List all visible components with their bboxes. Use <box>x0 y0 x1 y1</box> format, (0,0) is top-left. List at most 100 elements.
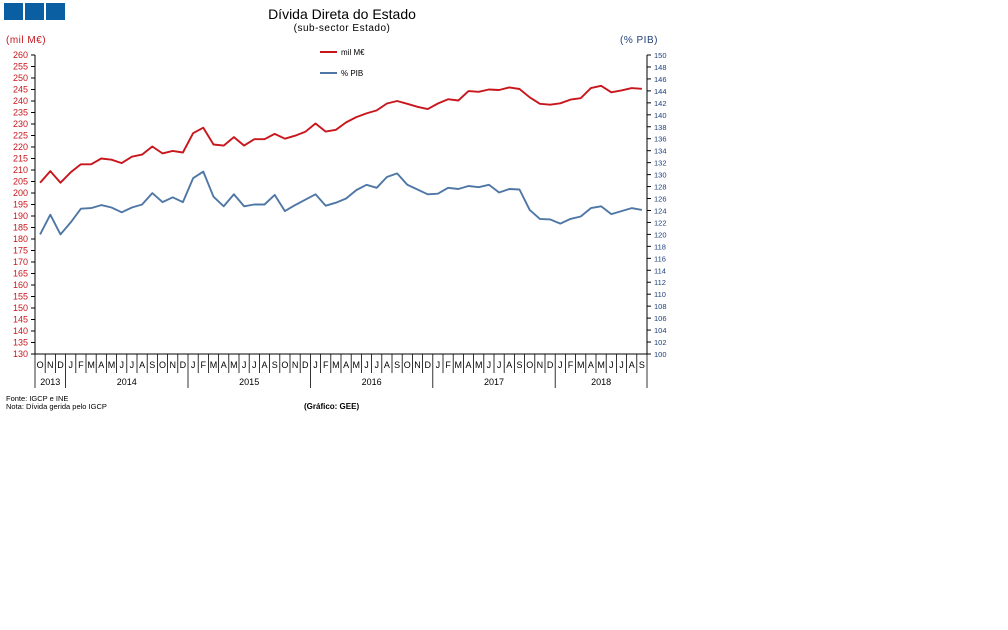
footnotes: Fonte: IGCP e INE Nota: Dívida gerida pe… <box>6 395 107 411</box>
month-label: J <box>619 360 624 370</box>
right-tick-label: 116 <box>654 254 666 263</box>
month-label: D <box>180 360 187 370</box>
left-tick-label: 200 <box>13 188 28 198</box>
month-label: J <box>242 360 247 370</box>
month-label: F <box>445 360 451 370</box>
right-tick-label: 118 <box>654 242 666 251</box>
right-tick-label: 144 <box>654 87 667 96</box>
toolbar-button-3[interactable] <box>46 3 65 20</box>
right-tick-label: 150 <box>654 51 667 60</box>
month-label: S <box>272 360 278 370</box>
left-tick-label: 185 <box>13 223 28 233</box>
month-label: A <box>506 360 512 370</box>
left-tick-label: 175 <box>13 246 28 256</box>
right-tick-label: 102 <box>654 338 667 347</box>
left-tick-label: 255 <box>13 62 28 72</box>
month-label: J <box>313 360 318 370</box>
right-tick-label: 100 <box>654 350 667 359</box>
month-label: F <box>78 360 84 370</box>
left-tick-label: 260 <box>13 50 28 60</box>
month-label: D <box>302 360 309 370</box>
right-tick-label: 126 <box>654 195 667 204</box>
left-axis-unit: (mil M€) <box>6 35 47 46</box>
month-label: J <box>374 360 379 370</box>
right-tick-label: 132 <box>654 159 667 168</box>
month-label: F <box>201 360 207 370</box>
month-label: M <box>475 360 483 370</box>
month-label: M <box>230 360 238 370</box>
left-tick-label: 235 <box>13 108 28 118</box>
toolbar-button-2[interactable] <box>25 3 44 20</box>
left-tick-label: 160 <box>13 280 28 290</box>
month-label: M <box>577 360 585 370</box>
chart-title: Dívida Direta do Estado <box>268 6 416 22</box>
left-tick-label: 215 <box>13 154 28 164</box>
month-label: A <box>465 360 471 370</box>
year-label: 2018 <box>591 377 611 387</box>
right-tick-label: 138 <box>654 123 667 132</box>
right-tick-label: 148 <box>654 63 667 72</box>
month-label: D <box>547 360 554 370</box>
toolbar-button-1[interactable] <box>4 3 23 20</box>
month-label: M <box>210 360 218 370</box>
month-label: A <box>343 360 349 370</box>
month-label: O <box>159 360 166 370</box>
right-tick-label: 108 <box>654 302 667 311</box>
month-label: A <box>629 360 635 370</box>
month-label: D <box>424 360 431 370</box>
chart-credit: (Gráfico: GEE) <box>304 402 360 411</box>
left-tick-label: 245 <box>13 85 28 95</box>
month-label: M <box>108 360 116 370</box>
right-tick-label: 106 <box>654 314 667 323</box>
legend-label: % PIB <box>341 69 363 78</box>
month-label: S <box>639 360 645 370</box>
right-tick-label: 142 <box>654 99 667 108</box>
month-label: M <box>332 360 340 370</box>
month-label: M <box>87 360 95 370</box>
right-tick-label: 122 <box>654 218 667 227</box>
right-tick-label: 114 <box>654 266 666 275</box>
series-line-mil-meur <box>39 84 642 184</box>
left-tick-label: 150 <box>13 303 28 313</box>
month-label: N <box>47 360 54 370</box>
month-label: J <box>119 360 124 370</box>
month-label: A <box>139 360 145 370</box>
right-tick-label: 130 <box>654 171 667 180</box>
month-label: A <box>384 360 390 370</box>
month-label: O <box>37 360 44 370</box>
left-tick-label: 210 <box>13 165 28 175</box>
month-label: O <box>526 360 533 370</box>
month-label: F <box>323 360 329 370</box>
left-tick-label: 135 <box>13 338 28 348</box>
month-label: M <box>353 360 361 370</box>
month-label: N <box>537 360 544 370</box>
left-tick-label: 240 <box>13 96 28 106</box>
month-label: S <box>394 360 400 370</box>
month-label: J <box>497 360 502 370</box>
month-label: J <box>558 360 563 370</box>
right-axis-unit: (% PIB) <box>620 35 658 46</box>
month-label: A <box>221 360 227 370</box>
left-tick-label: 155 <box>13 292 28 302</box>
right-tick-label: 146 <box>654 75 667 84</box>
month-label: J <box>364 360 369 370</box>
month-label: M <box>455 360 463 370</box>
left-tick-label: 165 <box>13 269 28 279</box>
left-tick-label: 205 <box>13 177 28 187</box>
legend-label: mil M€ <box>341 48 365 57</box>
month-label: S <box>149 360 155 370</box>
series-line-pct-pib <box>39 170 643 236</box>
month-label: A <box>98 360 104 370</box>
month-label: J <box>436 360 441 370</box>
month-label: N <box>169 360 176 370</box>
month-label: D <box>57 360 64 370</box>
right-tick-label: 104 <box>654 326 667 335</box>
year-label: 2017 <box>484 377 504 387</box>
chart-subtitle: (sub-sector Estado) <box>293 23 391 34</box>
year-label: 2014 <box>117 377 137 387</box>
month-label: N <box>414 360 421 370</box>
left-tick-label: 145 <box>13 315 28 325</box>
month-label: A <box>588 360 594 370</box>
year-label: 2013 <box>40 377 60 387</box>
